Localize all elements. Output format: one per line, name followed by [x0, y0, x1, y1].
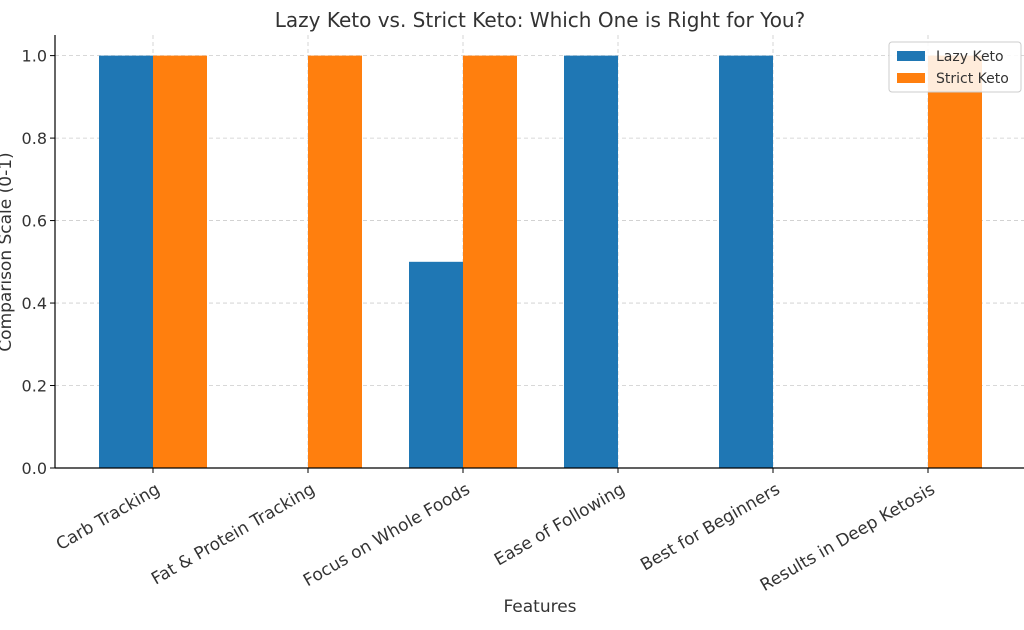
bar-strict-keto-0 — [153, 55, 207, 468]
axes — [54, 35, 1024, 469]
legend-swatch — [897, 73, 925, 83]
bars — [99, 55, 982, 468]
x-tick-label: Results in Deep Ketosis — [757, 479, 939, 595]
bar-strict-keto-5 — [928, 55, 982, 468]
x-axis-label: Features — [503, 597, 576, 617]
bar-lazy-keto-3 — [564, 55, 618, 468]
x-tick-label: Ease of Following — [491, 479, 629, 570]
x-tick-label: Focus on Whole Foods — [300, 479, 474, 591]
y-tick-label: 0.2 — [22, 377, 47, 396]
legend-label: Lazy Keto — [936, 49, 1004, 65]
legend-label: Strict Keto — [936, 71, 1009, 87]
y-axis-label: Comparison Scale (0-1) — [0, 152, 16, 351]
x-tick-label: Fat & Protein Tracking — [148, 479, 318, 589]
bar-lazy-keto-2 — [409, 261, 463, 468]
legend: Lazy Keto Strict Keto — [888, 41, 1022, 93]
y-tick-label: 0.8 — [22, 129, 47, 148]
x-tick-label: Carb Tracking — [53, 479, 164, 554]
bar-lazy-keto-0 — [99, 55, 153, 468]
chart-title: Lazy Keto vs. Strict Keto: Which One is … — [275, 8, 805, 32]
bar-lazy-keto-4 — [719, 55, 773, 468]
legend-swatch — [897, 51, 925, 61]
bar-strict-keto-1 — [308, 55, 362, 468]
x-tick-label: Best for Beginners — [637, 479, 783, 575]
y-tick-label: 0.4 — [22, 294, 47, 313]
y-tick-label: 1.0 — [22, 47, 47, 66]
y-tick-label: 0.0 — [22, 459, 47, 478]
bar-strict-keto-2 — [463, 55, 517, 468]
y-tick-label: 0.6 — [22, 212, 47, 231]
